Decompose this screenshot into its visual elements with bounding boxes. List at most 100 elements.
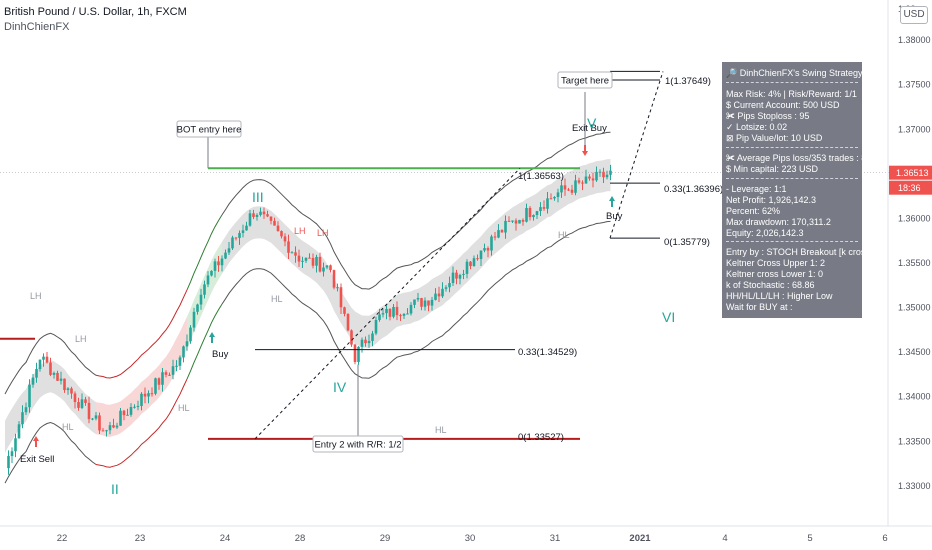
candle-body bbox=[441, 288, 444, 297]
candle-body bbox=[297, 255, 301, 262]
time-tick-label: 6 bbox=[882, 533, 887, 544]
candle-body bbox=[161, 372, 164, 385]
candle-body bbox=[220, 258, 224, 266]
time-tick-label: 22 bbox=[57, 533, 68, 544]
candle-body bbox=[518, 219, 521, 224]
time-tick-label: 5 bbox=[807, 533, 812, 544]
candle-body bbox=[476, 258, 479, 260]
candle-body bbox=[392, 306, 395, 317]
candle-body bbox=[266, 214, 269, 217]
fib-label-0-right: 0(1.35779) bbox=[664, 237, 710, 248]
candle-body bbox=[353, 344, 357, 362]
candle-body bbox=[588, 176, 591, 179]
wave-label-III: III bbox=[252, 189, 264, 205]
candle-body bbox=[591, 178, 595, 181]
candle-body bbox=[133, 406, 136, 408]
candle-body bbox=[241, 230, 245, 233]
fib-label-033-mid: 0.33(1.34529) bbox=[518, 347, 577, 358]
price-tick-label: 1.38000 bbox=[898, 35, 931, 45]
candle-body bbox=[423, 300, 427, 307]
candle-body bbox=[525, 207, 528, 222]
candle-body bbox=[28, 384, 31, 408]
price-tick-label: 1.36000 bbox=[898, 213, 931, 223]
candle-body bbox=[416, 298, 420, 300]
exit-buy-arrow-icon bbox=[582, 145, 588, 156]
target-here-label-box bbox=[557, 71, 613, 89]
wave-label-V: V bbox=[587, 115, 597, 131]
candle-body bbox=[56, 372, 59, 381]
buy-arrow-icon bbox=[209, 332, 215, 343]
candle-body bbox=[24, 407, 28, 413]
info-line: Net Profit: 1,926,142.3 bbox=[726, 195, 817, 205]
candle-body bbox=[182, 346, 185, 358]
candle-body bbox=[42, 356, 45, 360]
time-tick-label: 31 bbox=[550, 533, 561, 544]
candle-body bbox=[360, 339, 364, 347]
time-tick-label: 2021 bbox=[629, 533, 651, 544]
entry2-label: Entry 2 with R/R: 1/2 bbox=[314, 440, 401, 451]
candle-body bbox=[427, 300, 430, 306]
candle-body bbox=[329, 265, 332, 271]
candles bbox=[7, 164, 612, 475]
candle-body bbox=[374, 319, 378, 334]
candle-body bbox=[462, 273, 465, 275]
price-tick-label: 1.34500 bbox=[898, 347, 931, 357]
candle-body bbox=[420, 298, 423, 307]
candle-body bbox=[203, 284, 206, 295]
candle-body bbox=[364, 339, 367, 344]
candle-body bbox=[10, 451, 14, 457]
candle-body bbox=[178, 357, 182, 366]
buy-arrow-icon bbox=[609, 196, 615, 207]
candle-body bbox=[234, 237, 238, 239]
candle-body bbox=[315, 256, 318, 266]
candle-body bbox=[63, 378, 66, 391]
info-line: ✀ Average Pips loss/353 trades : 89 bbox=[726, 153, 872, 163]
candle-body bbox=[301, 260, 304, 262]
candle-body bbox=[595, 171, 598, 181]
candle-body bbox=[196, 304, 199, 312]
candle-body bbox=[521, 219, 525, 222]
candle-body bbox=[448, 283, 451, 288]
candle-body bbox=[269, 216, 273, 221]
candle-body bbox=[49, 362, 52, 375]
info-panel-title: 🔎 DinhChienFX's Swing Strategy bbox=[726, 68, 863, 78]
candle-body bbox=[486, 248, 490, 251]
info-line: HH/HL/LL/LH : Higher Low bbox=[726, 291, 833, 301]
candle-body bbox=[504, 220, 507, 233]
wave-label-II: II bbox=[111, 481, 119, 497]
candle-body bbox=[38, 359, 42, 370]
currency-button[interactable]: USD bbox=[900, 6, 928, 24]
candle-body bbox=[535, 211, 539, 216]
candle-body bbox=[157, 378, 161, 385]
chart-symbol-title: British Pound / U.S. Dollar, 1h, FXCM bbox=[4, 6, 187, 18]
candle-body bbox=[602, 171, 605, 178]
annotations-layer: Target here BOT entry here Entry 2 with R/… bbox=[0, 70, 932, 497]
candle-body bbox=[378, 314, 381, 320]
candle-body bbox=[98, 415, 101, 431]
candle-body bbox=[409, 304, 413, 314]
exit-buy-label: Exit Buy bbox=[572, 123, 607, 134]
price-tick-label: 1.34000 bbox=[898, 392, 931, 402]
candle-body bbox=[458, 274, 462, 279]
candle-body bbox=[52, 372, 56, 375]
candle-body bbox=[283, 236, 287, 242]
candle-body bbox=[276, 225, 280, 232]
candle-body bbox=[350, 330, 353, 345]
candle-body bbox=[406, 313, 409, 315]
lh-label: LH bbox=[317, 228, 329, 238]
keltner-upper-line bbox=[221, 131, 611, 290]
candle-body bbox=[609, 170, 612, 175]
candle-body bbox=[217, 261, 220, 266]
candle-body bbox=[294, 252, 297, 256]
candle-body bbox=[199, 294, 203, 305]
candle-body bbox=[252, 213, 255, 217]
keltner-lower-line bbox=[186, 303, 223, 380]
candle-body bbox=[171, 366, 175, 375]
candle-body bbox=[357, 346, 360, 362]
fib-label-1-top: 1(1.37649) bbox=[665, 76, 711, 87]
info-line: Keltner cross Lower 1: 0 bbox=[726, 269, 824, 279]
fib-label-1-mid: 1(1.36563) bbox=[518, 171, 564, 182]
candle-body bbox=[465, 261, 469, 274]
price-tick-label: 1.37500 bbox=[898, 80, 931, 90]
